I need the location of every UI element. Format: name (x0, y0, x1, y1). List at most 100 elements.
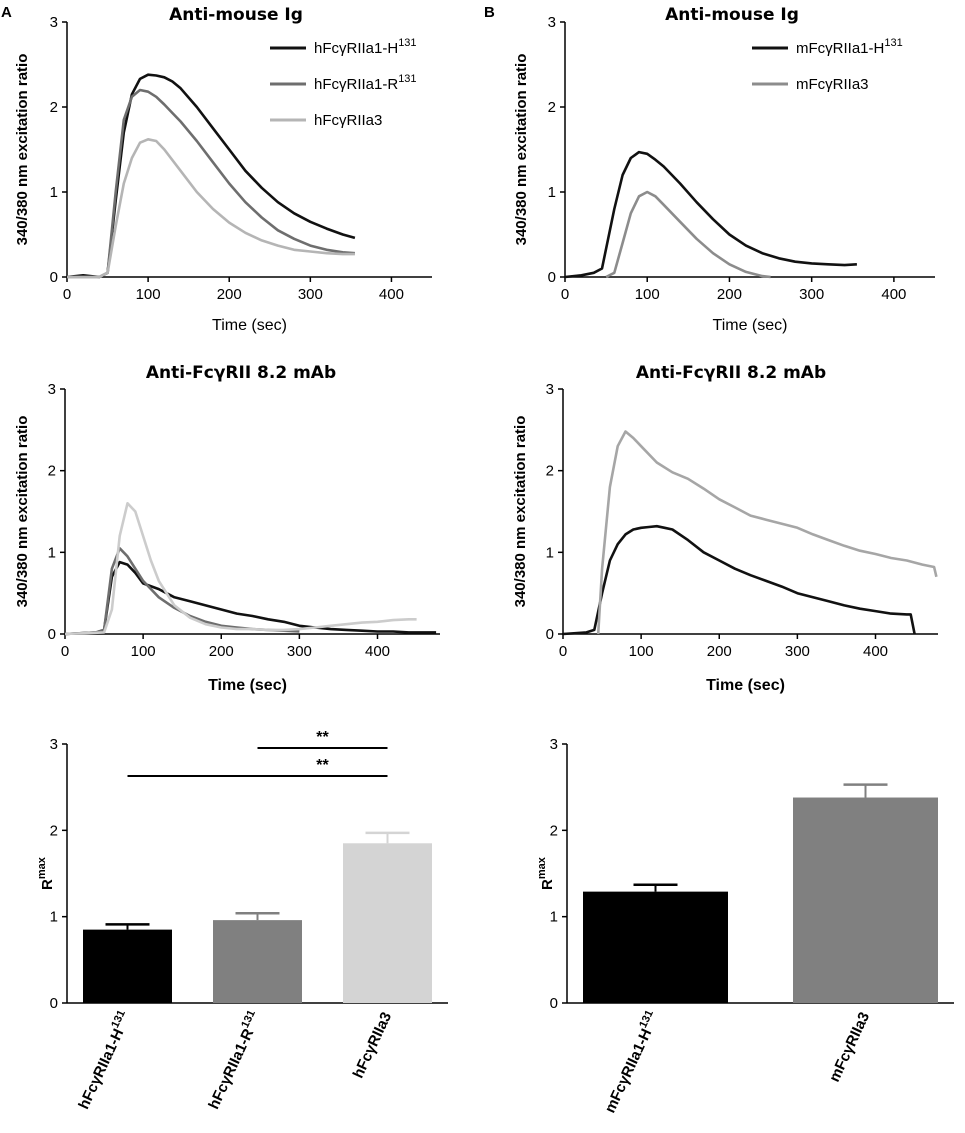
y-tick-label-b3-0: 0 (550, 995, 558, 1012)
panel-label-b: B (484, 4, 495, 21)
x-tick-label-b1-3: 300 (799, 286, 824, 303)
x-tick-label-b2-4: 400 (863, 643, 888, 660)
bar-b3-1 (793, 797, 938, 1003)
legend-label-a1-2-base: hFcγRIIa3 (314, 112, 382, 129)
y-tick-label-a2-0: 0 (48, 626, 56, 643)
y-tick-label-a3-0: 0 (50, 995, 58, 1012)
legend-label-a1-0: hFcγRIIa1-H131 (314, 37, 417, 57)
y-tick-label-a3-3: 3 (50, 736, 58, 753)
chart-b3: 0 1 2 3 Rmax mFcγRIIa1-H131 mFcγRIIa3 (536, 736, 954, 1116)
chart-a1: Anti-mouse Ig 0 1 2 3 0 100 200 300 400 Time (sec)… (14, 5, 432, 334)
y-tick-label-b2-1: 1 (546, 544, 554, 561)
y-tick-label-a1-2: 2 (50, 99, 58, 116)
series-line-b1-1 (605, 190, 771, 279)
legend-label-a1-1-sup: 131 (398, 73, 416, 85)
bar-a3-0 (83, 929, 172, 1003)
chart-title-b2: Anti-FcγRII 8.2 mAb (636, 363, 826, 383)
series-line-b2-1 (596, 430, 938, 635)
category-label-b3-1: mFcγRIIa3 (826, 1010, 873, 1085)
category-label-b3-0-base: mFcγRIIa1-H (602, 1026, 656, 1116)
category-label-b3-0: mFcγRIIa1-H131 (599, 1008, 663, 1115)
legend-label-a1-1-base: hFcγRIIa1-R (314, 76, 398, 93)
category-label-a3-0-base: hFcγRIIa1-H (75, 1026, 127, 1112)
category-label-a3-0-sup: 131 (109, 1008, 128, 1030)
x-tick-label-a1-3: 300 (298, 286, 323, 303)
x-tick-label-a1-0: 0 (63, 286, 71, 303)
x-axis-title-b2: Time (sec) (706, 677, 785, 694)
bar-a3-2 (343, 843, 432, 1003)
legend-label-b1-1: mFcγRIIa3 (796, 76, 869, 93)
y-axis-title-b1: 340/380 nm excitation ratio (513, 54, 530, 246)
y-axis-title-b3-base: R (539, 879, 556, 890)
series-line-a1-1 (67, 88, 355, 279)
x-tick-label-a2-3: 300 (287, 643, 312, 660)
category-label-a3-1-base: hFcγRIIa1-R (205, 1026, 257, 1112)
y-axis-title-b3-sup: max (536, 856, 548, 879)
category-label-b3-1-base: mFcγRIIa3 (826, 1010, 873, 1085)
legend-label-b1-0: mFcγRIIa1-H131 (796, 37, 903, 57)
x-tick-label-a2-0: 0 (61, 643, 69, 660)
chart-title-a2: Anti-FcγRII 8.2 mAb (146, 363, 336, 383)
x-axis-title-a2: Time (sec) (208, 677, 287, 694)
y-tick-label-b3-3: 3 (550, 736, 558, 753)
y-axis-title-a1: 340/380 nm excitation ratio (14, 54, 31, 246)
series-line-a1-2 (67, 138, 355, 279)
chart-title-a1: Anti-mouse Ig (169, 5, 303, 25)
y-tick-label-b1-3: 3 (548, 14, 556, 31)
y-tick-label-b1-0: 0 (548, 269, 556, 286)
y-tick-label-a2-2: 2 (48, 463, 56, 480)
category-label-a3-2-base: hFcγRIIa3 (350, 1010, 395, 1081)
x-tick-label-a2-4: 400 (365, 643, 390, 660)
y-tick-label-a3-1: 1 (50, 909, 58, 926)
category-label-b3-0-sup: 131 (637, 1008, 656, 1030)
y-tick-label-a2-1: 1 (48, 544, 56, 561)
legend-label-b1-0-sup: 131 (884, 37, 902, 49)
x-tick-label-b2-2: 200 (707, 643, 732, 660)
chart-b2: Anti-FcγRII 8.2 mAb 0 1 2 3 0 100 200 300 400 Time… (512, 363, 938, 694)
x-axis-title-b1: Time (sec) (713, 317, 788, 334)
y-tick-label-a2-3: 3 (48, 381, 56, 398)
significance-label-a3-1: ** (316, 757, 329, 774)
y-tick-label-a1-3: 3 (50, 14, 58, 31)
x-tick-label-b1-4: 400 (881, 286, 906, 303)
y-tick-label-a1-0: 0 (50, 269, 58, 286)
y-axis-title-a3-base: R (39, 879, 56, 890)
y-tick-label-a1-1: 1 (50, 184, 58, 201)
x-tick-label-b2-1: 100 (629, 643, 654, 660)
panel-label-a: A (1, 4, 12, 21)
legend-label-a1-1: hFcγRIIa1-R131 (314, 73, 417, 93)
chart-a2: Anti-FcγRII 8.2 mAb 0 1 2 3 0 100 200 300 400 Time… (14, 363, 440, 694)
chart-title-b1: Anti-mouse Ig (665, 5, 799, 25)
legend-label-a1-2: hFcγRIIa3 (314, 112, 382, 129)
series-line-a2-1 (64, 547, 300, 636)
category-label-a3-0: hFcγRIIa1-H131 (73, 1008, 136, 1112)
y-tick-label-b2-0: 0 (546, 626, 554, 643)
x-tick-label-a1-4: 400 (379, 286, 404, 303)
x-tick-label-a1-2: 200 (217, 286, 242, 303)
x-tick-label-b1-1: 100 (635, 286, 660, 303)
y-tick-label-b2-3: 3 (546, 381, 554, 398)
y-axis-title-b2: 340/380 nm excitation ratio (512, 416, 529, 608)
x-axis-title-a1: Time (sec) (212, 317, 287, 334)
y-tick-label-a3-2: 2 (50, 822, 58, 839)
y-tick-label-b1-1: 1 (548, 184, 556, 201)
category-label-a3-1: hFcγRIIa1-R131 (203, 1008, 266, 1112)
x-tick-label-a2-2: 200 (209, 643, 234, 660)
legend-label-b1-0-base: mFcγRIIa1-H (796, 40, 884, 57)
chart-b1: Anti-mouse Ig 0 1 2 3 0 100 200 300 400 Time (sec)… (513, 5, 935, 334)
legend-label-a1-0-sup: 131 (398, 37, 416, 49)
y-tick-label-b1-2: 2 (548, 99, 556, 116)
category-label-a3-2: hFcγRIIa3 (350, 1010, 395, 1081)
y-axis-title-a3: Rmax (36, 856, 56, 890)
y-tick-label-b3-2: 2 (550, 822, 558, 839)
y-axis-title-a3-sup: max (36, 856, 48, 879)
y-axis-title-b3: Rmax (536, 856, 556, 890)
series-line-a2-2 (64, 502, 417, 636)
legend-label-b1-1-base: mFcγRIIa3 (796, 76, 869, 93)
bar-a3-1 (213, 920, 302, 1003)
x-tick-label-b2-0: 0 (559, 643, 567, 660)
series-line-b1-0 (564, 150, 857, 279)
